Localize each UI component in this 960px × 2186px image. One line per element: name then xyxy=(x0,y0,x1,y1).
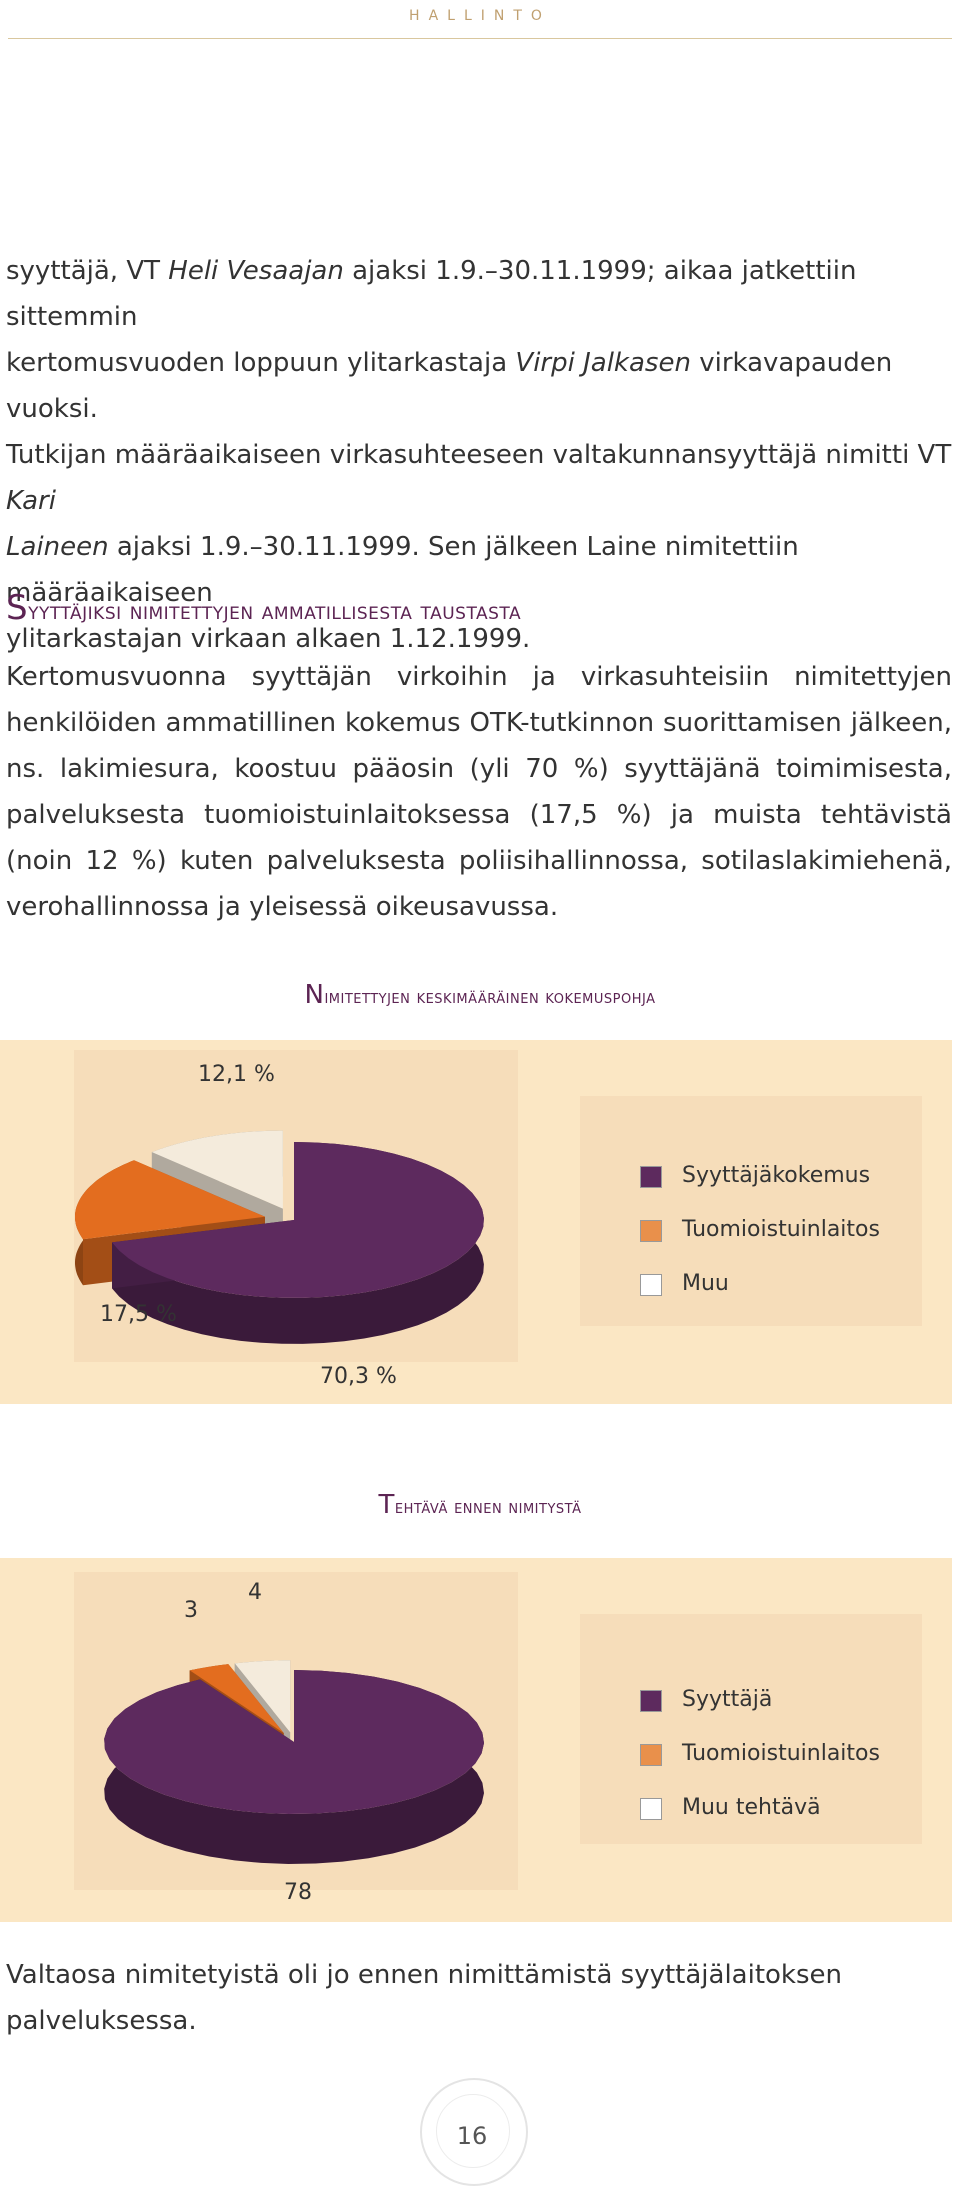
chart1-data-label-syyttaja: 70,3 % xyxy=(320,1364,397,1389)
legend-swatch xyxy=(640,1166,662,1188)
conclusion-text: Valtaosa nimitetyistä oli jo ennen nimit… xyxy=(6,1960,843,2036)
section-heading: Syyttäjiksi nimitettyjen ammatillisesta … xyxy=(6,588,522,628)
legend-swatch xyxy=(640,1798,662,1820)
intro-line: Laineen ajaksi 1.9.–30.11.1999. Sen jälk… xyxy=(6,532,799,608)
page-number: 16 xyxy=(456,2122,488,2150)
intro-line: ylitarkastajan virkaan alkaen 1.12.1999. xyxy=(6,624,531,654)
chart2-panel: Syyttäjä Tuomioistuinlaitos Muu tehtävä … xyxy=(0,1558,952,1922)
chart1-panel: Syyttäjäkokemus Tuomioistuinlaitos Muu 1… xyxy=(0,1040,952,1404)
running-header-title: HALLINTO xyxy=(409,8,551,24)
chart2-legend: Syyttäjä Tuomioistuinlaitos Muu tehtävä xyxy=(580,1614,922,1844)
legend-swatch xyxy=(640,1220,662,1242)
chart2-data-label-syyttaja: 78 xyxy=(284,1880,312,1905)
running-header: HALLINTO xyxy=(0,0,960,24)
chart1-pie-area xyxy=(74,1050,518,1362)
chart1-data-label-muu: 12,1 % xyxy=(198,1062,275,1087)
chart2-title: Tehtävä ennen nimitystä xyxy=(378,1490,582,1520)
legend-swatch xyxy=(640,1744,662,1766)
legend-swatch xyxy=(640,1274,662,1296)
chart1-data-label-tuomioistuin: 17,5 % xyxy=(100,1302,177,1327)
chart2-slice-syyttaja xyxy=(104,1670,484,1864)
chart1-pie xyxy=(75,1130,484,1344)
chart2-data-label-muu: 4 xyxy=(248,1580,262,1605)
chart2-pie xyxy=(104,1660,484,1864)
header-rule xyxy=(8,38,952,39)
intro-line: Tutkijan määräaikaiseen virkasuhteeseen … xyxy=(6,440,952,516)
chart1-slice-syyttajakokemus xyxy=(112,1142,484,1344)
intro-line: syyttäjä, VT Heli Vesaajan ajaksi 1.9.–3… xyxy=(6,256,857,332)
intro-paragraph: syyttäjä, VT Heli Vesaajan ajaksi 1.9.–3… xyxy=(6,248,952,662)
seal-watermark xyxy=(420,2078,528,2186)
chart1-title: Nimitettyjen keskimääräinen kokemuspohja xyxy=(304,980,656,1010)
intro-line: kertomusvuoden loppuun ylitarkastaja Vir… xyxy=(6,348,893,424)
legend-swatch xyxy=(640,1690,662,1712)
chart2-pie-area xyxy=(74,1572,518,1890)
chart2-data-label-tuomioistuin: 3 xyxy=(184,1598,198,1623)
chart1-legend: Syyttäjäkokemus Tuomioistuinlaitos Muu xyxy=(580,1096,922,1326)
section-paragraph: Kertomusvuonna syyttäjän virkoihin ja vi… xyxy=(6,662,952,922)
